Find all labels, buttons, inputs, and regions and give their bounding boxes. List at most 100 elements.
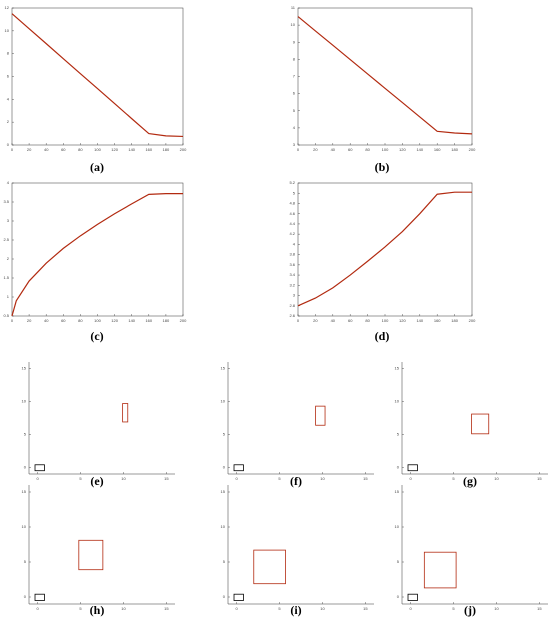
rectangle [34,593,45,601]
x-tick-label: 140 [128,318,135,323]
x-tick-label: 180 [163,147,170,152]
x-tick-label: 15 [363,476,368,481]
y-tick-label: 5 [293,108,296,113]
y-tick-label: 3.8 [289,252,295,257]
x-tick-label: 40 [44,318,49,323]
y-tick-label: 5.2 [289,180,295,185]
y-tick-label: 2.5 [3,237,9,242]
x-tick-label: 40 [331,147,336,152]
x-tick-label: 0 [36,606,39,611]
plot-frame [11,182,184,317]
caption: (h) [90,603,105,617]
caption: (i) [290,603,301,617]
y-tick-label: 15 [221,489,226,494]
plot-frame [297,182,473,317]
rectangle [122,403,129,423]
y-tick-label: 10 [291,22,296,27]
x-tick-label: 120 [111,318,118,323]
rectangle [253,549,286,585]
y-tick-label: 5 [293,190,296,195]
caption: (d) [375,329,390,343]
y-tick-label: 3 [293,142,296,147]
x-tick-label: 140 [416,147,423,152]
x-tick-label: 200 [469,147,476,152]
x-tick-label: 20 [313,318,318,323]
x-tick-label: 10 [121,476,126,481]
y-tick-label: 1 [7,294,10,299]
rectangle [233,464,244,472]
x-tick-label: 60 [348,318,353,323]
y-tick-label: 12 [5,5,10,10]
x-tick-label: 5 [452,476,455,481]
data-line [11,13,184,138]
plot-frame [297,7,473,146]
y-tick-label: 0 [24,594,27,599]
x-tick-label: 60 [61,318,66,323]
y-tick-label: 5 [223,432,226,437]
x-tick-label: 200 [180,147,187,152]
y-tick-label: 8 [7,51,10,56]
y-tick-label: 10 [221,399,226,404]
caption: (e) [90,474,103,488]
rectangle [233,593,244,601]
rectangle [423,551,457,589]
x-tick-label: 20 [313,147,318,152]
x-tick-label: 15 [164,476,169,481]
x-tick-label: 0 [409,606,412,611]
x-tick-label: 200 [469,318,476,323]
rectangle [34,464,45,472]
x-tick-label: 100 [382,147,389,152]
x-tick-label: 5 [452,606,455,611]
y-tick-label: 1.5 [3,275,9,280]
x-tick-label: 180 [451,147,458,152]
x-tick-label: 40 [44,147,49,152]
x-tick-label: 0 [11,147,14,152]
y-tick-label: 4.4 [289,221,295,226]
x-tick-label: 160 [434,318,441,323]
y-tick-label: 2 [7,119,10,124]
x-tick-label: 140 [128,147,135,152]
y-tick-label: 5 [397,559,400,564]
x-tick-label: 80 [78,147,83,152]
x-tick-label: 180 [163,318,170,323]
x-tick-label: 20 [27,147,32,152]
y-tick-label: 3.4 [289,272,295,277]
x-tick-label: 0 [11,318,14,323]
y-tick-label: 4 [293,241,296,246]
data-line [11,193,183,317]
y-tick-label: 15 [22,366,27,371]
x-tick-label: 20 [27,318,32,323]
x-tick-label: 120 [399,147,406,152]
x-tick-label: 140 [416,318,423,323]
y-tick-label: 4 [7,180,10,185]
rectangle [471,413,490,435]
rectangle [315,405,326,426]
x-tick-label: 15 [164,606,169,611]
x-tick-label: 0 [36,476,39,481]
y-tick-label: 4 [7,96,10,101]
y-tick-label: 9 [293,39,296,44]
caption: (j) [464,603,476,617]
x-tick-label: 15 [537,606,542,611]
x-tick-label: 15 [537,476,542,481]
y-tick-label: 11 [291,5,296,10]
x-tick-label: 0 [297,147,300,152]
x-tick-label: 15 [363,606,368,611]
x-tick-label: 120 [111,147,118,152]
y-tick-label: 2 [7,256,10,261]
x-tick-label: 5 [79,476,82,481]
x-tick-label: 160 [145,147,152,152]
y-tick-label: 15 [395,366,400,371]
x-tick-label: 100 [94,147,101,152]
x-tick-label: 180 [451,318,458,323]
x-tick-label: 60 [348,147,353,152]
caption: (f) [290,474,302,488]
x-tick-label: 200 [180,318,187,323]
y-tick-label: 0 [397,464,400,469]
x-tick-label: 10 [320,606,325,611]
x-tick-label: 160 [145,318,152,323]
y-tick-label: 5 [24,559,27,564]
y-tick-label: 10 [22,524,27,529]
y-tick-label: 4.6 [289,211,295,216]
